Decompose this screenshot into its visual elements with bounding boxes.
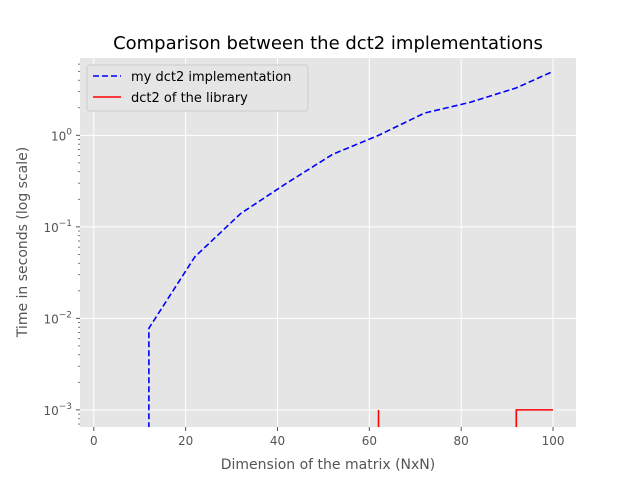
minor-ticks [78,63,80,425]
x-tick-label: 80 [454,434,469,448]
x-axis-label: Dimension of the matrix (NxN) [221,457,435,473]
x-tick-label: 40 [270,434,285,448]
x-axis: 0 20 40 60 80 100 [90,427,565,448]
y-tick-label: 10−3 [43,402,72,418]
y-tick-label: 10−1 [43,219,72,235]
x-tick-label: 0 [90,434,98,448]
x-tick-label: 100 [542,434,565,448]
plot-area [80,58,576,427]
plot-lines [148,70,554,427]
chart-title: Comparison between the dct2 implementati… [113,33,543,54]
y-axis: 100 10−1 10−2 10−3 [43,127,80,418]
series-line-my-dct2 [148,70,554,427]
legend-box [86,64,309,112]
legend: my dct2 implementation dct2 of the libra… [86,64,309,112]
y-tick-label: 100 [51,127,72,143]
y-tick-label: 10−2 [43,310,72,326]
legend-label-library: dct2 of the library [131,91,248,106]
x-tick-label: 60 [362,434,377,448]
gridlines [80,58,576,427]
legend-label-my-dct2: my dct2 implementation [131,70,291,85]
series-line-library-segment [515,409,554,427]
x-tick-label: 20 [178,434,193,448]
y-axis-label: Time in seconds (log scale) [15,147,31,338]
